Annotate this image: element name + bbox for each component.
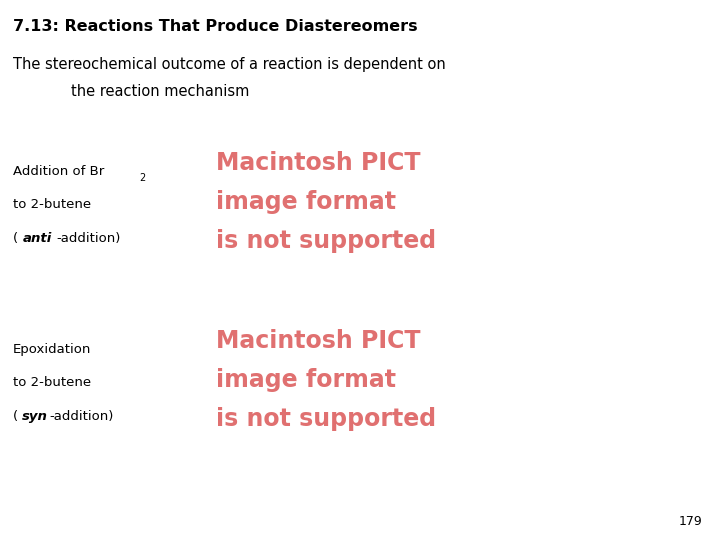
- Text: -addition): -addition): [49, 410, 113, 423]
- Text: anti: anti: [22, 232, 52, 245]
- Text: is not supported: is not supported: [216, 407, 436, 431]
- Text: (: (: [13, 232, 18, 245]
- Text: The stereochemical outcome of a reaction is dependent on: The stereochemical outcome of a reaction…: [13, 57, 446, 72]
- Text: to 2-butene: to 2-butene: [13, 376, 91, 389]
- Text: image format: image format: [216, 190, 396, 214]
- Text: Macintosh PICT: Macintosh PICT: [216, 151, 420, 175]
- Text: Epoxidation: Epoxidation: [13, 343, 91, 356]
- Text: image format: image format: [216, 368, 396, 392]
- Text: Macintosh PICT: Macintosh PICT: [216, 329, 420, 353]
- Text: Addition of Br: Addition of Br: [13, 165, 104, 178]
- Text: 2: 2: [139, 173, 145, 183]
- Text: syn: syn: [22, 410, 48, 423]
- Text: is not supported: is not supported: [216, 229, 436, 253]
- Text: the reaction mechanism: the reaction mechanism: [71, 84, 249, 99]
- Text: 7.13: Reactions That Produce Diastereomers: 7.13: Reactions That Produce Diastereome…: [13, 19, 418, 34]
- Text: to 2-butene: to 2-butene: [13, 198, 91, 211]
- Text: -addition): -addition): [56, 232, 120, 245]
- Text: 179: 179: [678, 515, 702, 528]
- Text: (: (: [13, 410, 18, 423]
